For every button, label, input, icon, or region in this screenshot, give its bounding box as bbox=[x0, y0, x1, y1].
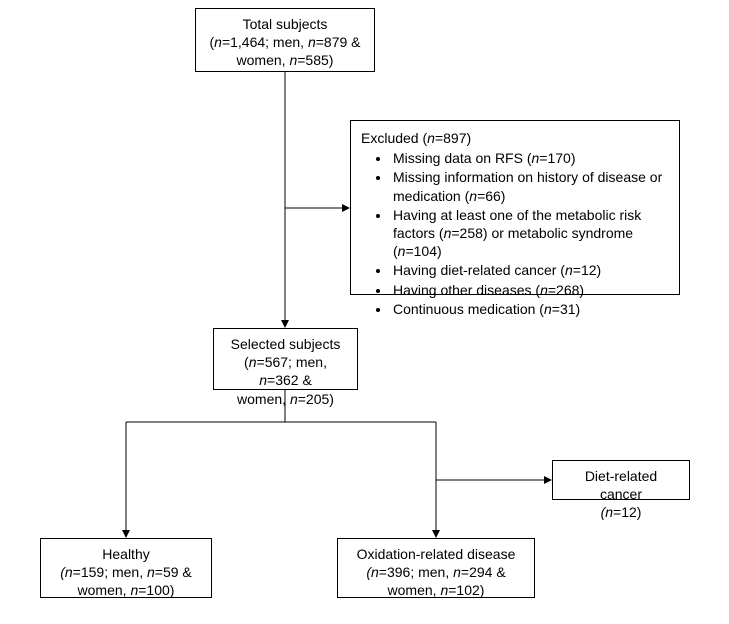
excluded-bullet: Having diet-related cancer (n=12) bbox=[391, 261, 669, 279]
flow-box-diet-related-cancer: Diet-related cancer(n=12) bbox=[552, 460, 690, 500]
flow-box-healthy: Healthy(n=159; men, n=59 &women, n=100) bbox=[40, 538, 212, 598]
excluded-header: Excluded (n=897) bbox=[361, 129, 669, 147]
box-line: (n=12) bbox=[563, 503, 679, 521]
flow-box-selected-subjects: Selected subjects(n=567; men, n=362 &wom… bbox=[213, 328, 358, 390]
box-line: Selected subjects bbox=[224, 335, 347, 353]
flow-box-oxidation-related-disease: Oxidation-related disease(n=396; men, n=… bbox=[337, 538, 535, 598]
box-line: Healthy bbox=[51, 545, 201, 563]
box-line: women, n=205) bbox=[224, 390, 347, 408]
excluded-bullet: Having at least one of the metabolic ris… bbox=[391, 206, 669, 261]
excluded-bullet: Missing data on RFS (n=170) bbox=[391, 149, 669, 167]
excluded-bullet: Having other diseases (n=268) bbox=[391, 281, 669, 299]
box-line: women, n=100) bbox=[51, 581, 201, 599]
box-line: (n=567; men, n=362 & bbox=[224, 353, 347, 389]
box-line: Diet-related cancer bbox=[563, 467, 679, 503]
excluded-bullet-list: Missing data on RFS (n=170)Missing infor… bbox=[361, 149, 669, 318]
box-line: (n=396; men, n=294 & bbox=[348, 563, 524, 581]
box-line: Total subjects bbox=[206, 15, 364, 33]
box-line: (n=159; men, n=59 & bbox=[51, 563, 201, 581]
flow-box-total-subjects: Total subjects(n=1,464; men, n=879 &wome… bbox=[195, 8, 375, 72]
box-line: (n=1,464; men, n=879 & bbox=[206, 33, 364, 51]
flow-box-excluded: Excluded (n=897) Missing data on RFS (n=… bbox=[350, 120, 680, 295]
box-line: Oxidation-related disease bbox=[348, 545, 524, 563]
box-line: women, n=102) bbox=[348, 581, 524, 599]
box-line: women, n=585) bbox=[206, 51, 364, 69]
excluded-bullet: Continuous medication (n=31) bbox=[391, 300, 669, 318]
excluded-bullet: Missing information on history of diseas… bbox=[391, 168, 669, 204]
